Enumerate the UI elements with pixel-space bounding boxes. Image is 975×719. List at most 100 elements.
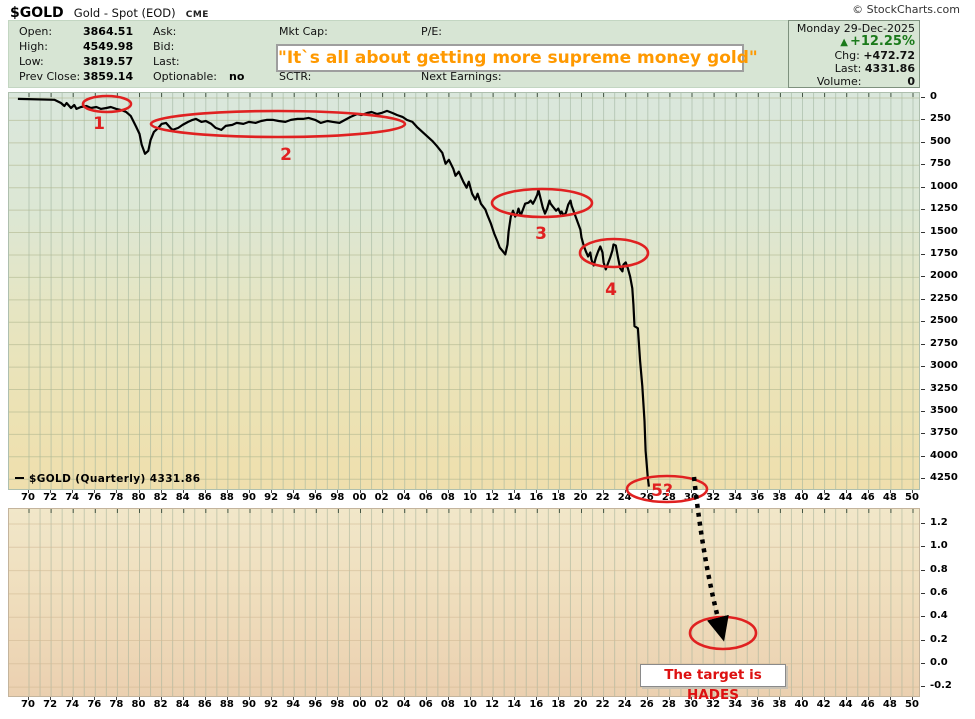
- percent-change-row: ▲ +12.25%: [789, 35, 915, 49]
- x-tick-label: 40: [791, 697, 813, 710]
- y-tick-label: 3500: [921, 405, 958, 417]
- low-label: Low:: [19, 55, 44, 68]
- y-tick-label: 2000: [921, 270, 958, 282]
- y-tick-label: 2250: [921, 293, 958, 305]
- sctr-label: SCTR:: [279, 70, 312, 83]
- high-label: High:: [19, 40, 48, 53]
- x-tick-label: 22: [592, 697, 614, 710]
- y-tick-label: 0.0: [921, 657, 948, 669]
- x-tick-label: 06: [415, 490, 437, 503]
- x-tick-label: 28: [658, 490, 680, 503]
- y-tick-label: 4250: [921, 472, 958, 484]
- x-tick-label: 16: [525, 490, 547, 503]
- y-tick-label: 1250: [921, 203, 958, 215]
- x-tick-label: 98: [326, 697, 348, 710]
- x-tick-label: 18: [547, 697, 569, 710]
- y-tick-label: 500: [921, 136, 951, 148]
- x-tick-label: 18: [547, 490, 569, 503]
- x-tick-label: 12: [481, 697, 503, 710]
- x-tick-label: 94: [282, 697, 304, 710]
- x-tick-label: 48: [879, 490, 901, 503]
- y-tick-label: 2500: [921, 315, 958, 327]
- x-tick-label: 22: [592, 490, 614, 503]
- optionable-label: Optionable:: [153, 70, 217, 83]
- x-tick-label: 08: [437, 697, 459, 710]
- x-tick-label: 20: [570, 697, 592, 710]
- y-tick-label: 4000: [921, 450, 958, 462]
- y-tick-label: 2750: [921, 338, 958, 350]
- x-tick-label: 32: [702, 697, 724, 710]
- x-tick-label: 46: [857, 490, 879, 503]
- x-tick-label: 30: [680, 490, 702, 503]
- change-row: Chg: +472.72: [789, 49, 915, 62]
- x-tick-label: 34: [724, 490, 746, 503]
- y-tick-label: 1.0: [921, 540, 948, 552]
- x-tick-label: 00: [349, 490, 371, 503]
- x-tick-label: 48: [879, 697, 901, 710]
- x-tick-label: 08: [437, 490, 459, 503]
- x-tick-label: 88: [216, 490, 238, 503]
- bid-label: Bid:: [153, 40, 175, 53]
- y-tick-label: 3750: [921, 427, 958, 439]
- y-tick-label: 1000: [921, 181, 958, 193]
- x-tick-label: 78: [105, 697, 127, 710]
- y-tick-label: 0.8: [921, 564, 948, 576]
- x-tick-label: 88: [216, 697, 238, 710]
- next-earnings-label: Next Earnings:: [421, 70, 502, 83]
- y-tick-label: 0.2: [921, 634, 948, 646]
- x-tick-label: 42: [813, 490, 835, 503]
- x-tick-label: 76: [83, 697, 105, 710]
- main-x-axis: 70 72 74 76 78 80 82 84 86 88 90 92 94 96 98 00 02 04 06 08…: [0, 490, 975, 506]
- x-tick-label: 42: [813, 697, 835, 710]
- x-tick-label: 70: [17, 697, 39, 710]
- x-tick-label: 94: [282, 490, 304, 503]
- x-tick-label: 10: [459, 697, 481, 710]
- x-tick-label: 98: [326, 490, 348, 503]
- x-tick-label: 28: [658, 697, 680, 710]
- x-tick-label: 30: [680, 697, 702, 710]
- up-triangle-icon: ▲: [840, 37, 848, 48]
- y-tick-label: 3250: [921, 383, 958, 395]
- last-price-value: 4331.86: [864, 62, 915, 75]
- x-tick-label: 34: [724, 697, 746, 710]
- x-tick-label: 82: [150, 697, 172, 710]
- quote-column-fundamentals: Mkt Cap: SCTR:: [279, 24, 328, 84]
- x-tick-label: 82: [150, 490, 172, 503]
- y-tick-label: 750: [921, 158, 951, 170]
- volume-row: Volume: 0: [789, 75, 915, 88]
- y-tick-label: 3000: [921, 360, 958, 372]
- x-tick-label: 16: [525, 697, 547, 710]
- title-bar: $GOLD Gold - Spot (EOD) CME © StockChart…: [10, 2, 965, 21]
- x-tick-label: 00: [349, 697, 371, 710]
- x-tick-label: 32: [702, 490, 724, 503]
- x-tick-label: 74: [61, 697, 83, 710]
- y-tick-label: -0.2: [921, 680, 952, 692]
- annotation-quote-banner: "It`s all about getting more supreme mon…: [276, 44, 758, 72]
- x-tick-label: 50: [901, 697, 923, 710]
- x-tick-label: 86: [194, 697, 216, 710]
- x-tick-label: 20: [570, 490, 592, 503]
- open-value: 3864.51: [83, 25, 134, 38]
- y-tick-label: 0.6: [921, 587, 948, 599]
- volume-label: Volume:: [816, 75, 862, 88]
- y-tick-label: 250: [921, 113, 951, 125]
- main-chart-canvas: [9, 93, 919, 489]
- ask-label: Ask:: [153, 25, 177, 38]
- quote-column-bid-ask: Ask: Bid: Last: Optionable: no: [153, 24, 244, 84]
- low-value: 3819.57: [83, 55, 134, 68]
- ticker-symbol: $GOLD: [10, 5, 64, 21]
- x-tick-label: 26: [636, 697, 658, 710]
- prev-close-value: 3859.14: [83, 70, 134, 83]
- x-tick-label: 36: [746, 490, 768, 503]
- x-tick-label: 38: [768, 490, 790, 503]
- x-tick-label: 10: [459, 490, 481, 503]
- x-tick-label: 80: [128, 490, 150, 503]
- y-tick-label: 0: [921, 91, 937, 103]
- x-tick-label: 38: [768, 697, 790, 710]
- ticker-name: Gold - Spot (EOD): [73, 6, 176, 20]
- percent-change-value: +12.25%: [849, 34, 915, 49]
- x-tick-label: 06: [415, 697, 437, 710]
- x-tick-label: 44: [835, 490, 857, 503]
- y-axis-labels: 0 250 500 750 1000 1250 1500 1750 2000 2250 2500 27…: [921, 0, 975, 719]
